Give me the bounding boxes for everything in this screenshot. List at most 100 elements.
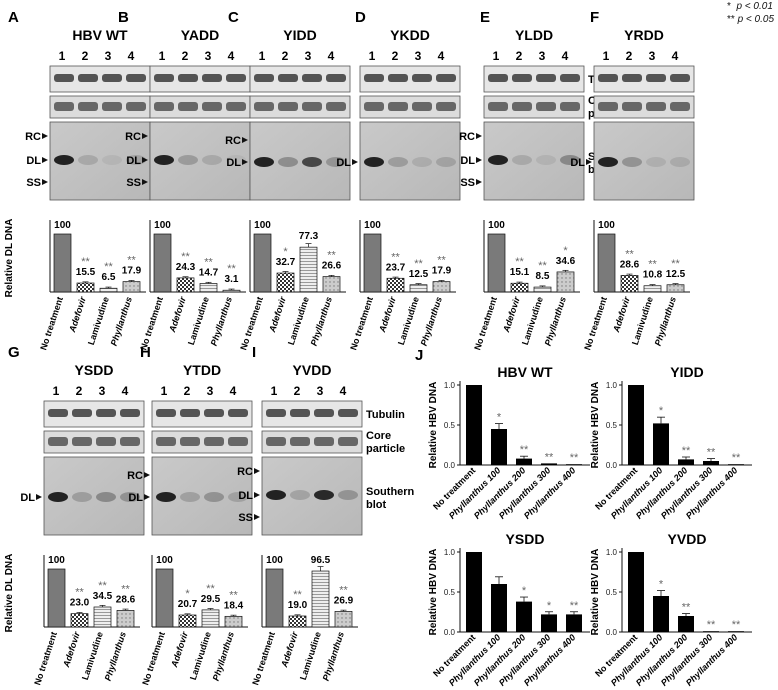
core-band <box>598 102 618 111</box>
x-category-label: Adefovir <box>279 630 300 669</box>
panel-title: YLDD <box>515 27 553 43</box>
value-label: 28.6 <box>620 259 640 270</box>
band-arrow <box>142 179 148 185</box>
value-label: 18.4 <box>224 600 244 611</box>
x-category-label: Lamivudine <box>520 296 545 347</box>
bar <box>487 233 506 293</box>
bar <box>122 281 141 293</box>
x-category-label: Phyllanthus <box>653 296 678 348</box>
x-category-label: Phyllanthus <box>543 296 568 348</box>
bar <box>533 286 552 293</box>
core-band <box>178 102 198 111</box>
band-marker-dl: DL <box>128 492 143 504</box>
sig-mark: ** <box>707 447 716 459</box>
core-band <box>202 102 222 111</box>
bar <box>178 614 197 628</box>
tubulin-blot <box>483 65 585 93</box>
bar <box>491 429 507 465</box>
x-category-label: No treatment <box>593 465 639 511</box>
lane-number: 3 <box>539 49 546 63</box>
bar <box>288 615 307 628</box>
core-band <box>54 102 74 111</box>
y-axis-label: Relative DL DNA <box>4 554 15 633</box>
lane-number: 4 <box>230 384 237 398</box>
sig-mark: * <box>522 585 527 597</box>
bar <box>409 284 428 293</box>
lane-number: 4 <box>328 49 335 63</box>
band-arrow <box>142 157 148 163</box>
band-arrow <box>242 159 248 165</box>
bar <box>556 271 575 293</box>
lane-number: 4 <box>562 49 569 63</box>
dl-band <box>302 157 322 167</box>
bar <box>628 385 644 465</box>
y-tick-label: 1.0 <box>444 548 456 557</box>
core-band <box>536 102 556 111</box>
band-marker-rc: RC <box>459 131 475 143</box>
bar <box>491 584 507 632</box>
dl-band <box>622 157 642 167</box>
tubulin-band <box>488 74 508 82</box>
sig-mark: * <box>547 600 552 612</box>
dl-band <box>254 157 274 167</box>
y-axis-label: Relative HBV DNA <box>428 549 439 636</box>
core-particle-blot <box>261 430 363 454</box>
y-tick-label: 0.0 <box>606 628 618 637</box>
bar <box>47 568 66 628</box>
southern-blot: DL <box>336 121 461 201</box>
bar <box>466 552 482 632</box>
band-arrow <box>476 157 482 163</box>
sig-mark: ** <box>648 259 657 271</box>
legend-row-single: * p < 0.01 <box>727 1 773 12</box>
sig-mark: ** <box>327 250 336 262</box>
sig-mark: ** <box>204 256 213 268</box>
sig-mark: * <box>563 245 568 257</box>
lane-number: 2 <box>392 49 399 63</box>
legend-row-double: ** p < 0.05 <box>727 14 774 25</box>
lane-number: 4 <box>340 384 347 398</box>
lane-number: 2 <box>626 49 633 63</box>
hbv-dna-chart: HBV WT0.00.51.0No treatment*Phyllanthus … <box>428 364 590 521</box>
bar <box>728 464 744 465</box>
core-band <box>278 102 298 111</box>
core-label-1: Core <box>366 430 391 442</box>
band-marker-dl: DL <box>226 157 241 169</box>
band-marker-rc: RC <box>237 466 253 478</box>
core-band <box>488 102 508 111</box>
core-particle-blot <box>149 95 251 119</box>
tubulin-band <box>278 74 298 82</box>
value-label: 100 <box>266 555 283 566</box>
x-category-label: Phyllanthus <box>211 631 236 683</box>
dl-band <box>536 155 556 165</box>
core-band <box>326 102 346 111</box>
lane-number: 2 <box>182 49 189 63</box>
lane-number: 3 <box>317 384 324 398</box>
bar <box>653 596 669 632</box>
bar <box>620 275 639 293</box>
y-tick-label: 0.5 <box>444 421 456 430</box>
lane-number: 3 <box>99 384 106 398</box>
southern-label-1: Southern <box>366 486 415 498</box>
dl-band <box>266 490 286 500</box>
lane-number: 2 <box>82 49 89 63</box>
bar <box>93 606 112 628</box>
sig-mark: ** <box>181 251 190 263</box>
sig-mark: ** <box>732 452 741 464</box>
value-label: 26.9 <box>334 595 354 606</box>
core-particle-blot <box>483 95 585 119</box>
value-label: 29.5 <box>201 594 221 605</box>
tubulin-band <box>338 409 358 417</box>
value-label: 17.9 <box>432 266 452 277</box>
dl-band <box>228 492 248 502</box>
bar <box>201 609 220 628</box>
core-particle-blot <box>151 430 253 454</box>
value-label: 77.3 <box>299 231 319 242</box>
bar <box>265 568 284 628</box>
sig-mark: ** <box>104 261 113 273</box>
value-label: 100 <box>254 220 271 231</box>
dl-band <box>488 155 508 165</box>
value-label: 100 <box>154 220 171 231</box>
